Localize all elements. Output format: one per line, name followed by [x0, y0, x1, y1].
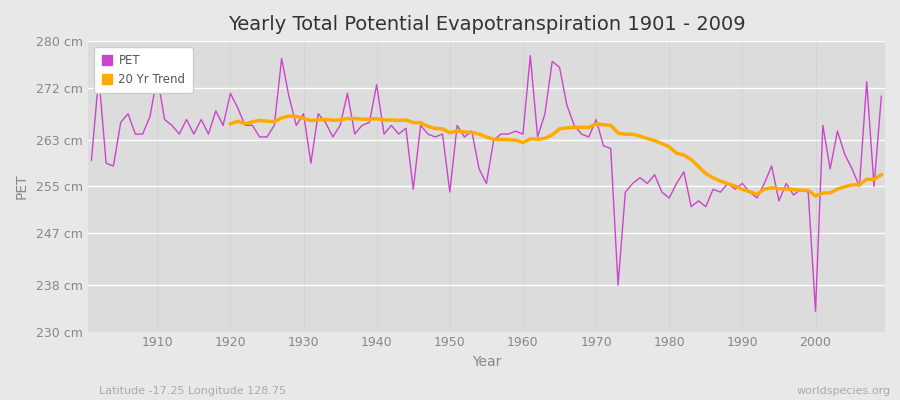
Text: Latitude -17.25 Longitude 128.75: Latitude -17.25 Longitude 128.75	[99, 386, 286, 396]
Legend: PET, 20 Yr Trend: PET, 20 Yr Trend	[94, 47, 193, 93]
20 Yr Trend	[876, 172, 886, 177]
Text: worldspecies.org: worldspecies.org	[796, 386, 891, 396]
PET	[510, 129, 521, 134]
PET	[305, 161, 316, 166]
20 Yr Trend	[788, 187, 799, 192]
20 Yr Trend	[686, 157, 697, 162]
20 Yr Trend	[284, 114, 294, 118]
20 Yr Trend	[225, 122, 236, 126]
PET	[518, 132, 528, 136]
PET	[145, 114, 156, 119]
PET	[349, 132, 360, 136]
X-axis label: Year: Year	[472, 355, 501, 369]
Line: 20 Yr Trend: 20 Yr Trend	[230, 116, 881, 196]
PET	[613, 283, 624, 288]
PET	[876, 94, 886, 99]
PET	[86, 158, 97, 163]
PET	[810, 309, 821, 314]
Y-axis label: PET: PET	[15, 174, 29, 199]
20 Yr Trend	[810, 194, 821, 198]
Line: PET: PET	[92, 56, 881, 311]
PET	[525, 53, 535, 58]
20 Yr Trend	[861, 177, 872, 182]
20 Yr Trend	[774, 186, 785, 191]
20 Yr Trend	[430, 126, 441, 131]
Title: Yearly Total Potential Evapotranspiration 1901 - 2009: Yearly Total Potential Evapotranspiratio…	[228, 15, 745, 34]
20 Yr Trend	[320, 117, 331, 122]
